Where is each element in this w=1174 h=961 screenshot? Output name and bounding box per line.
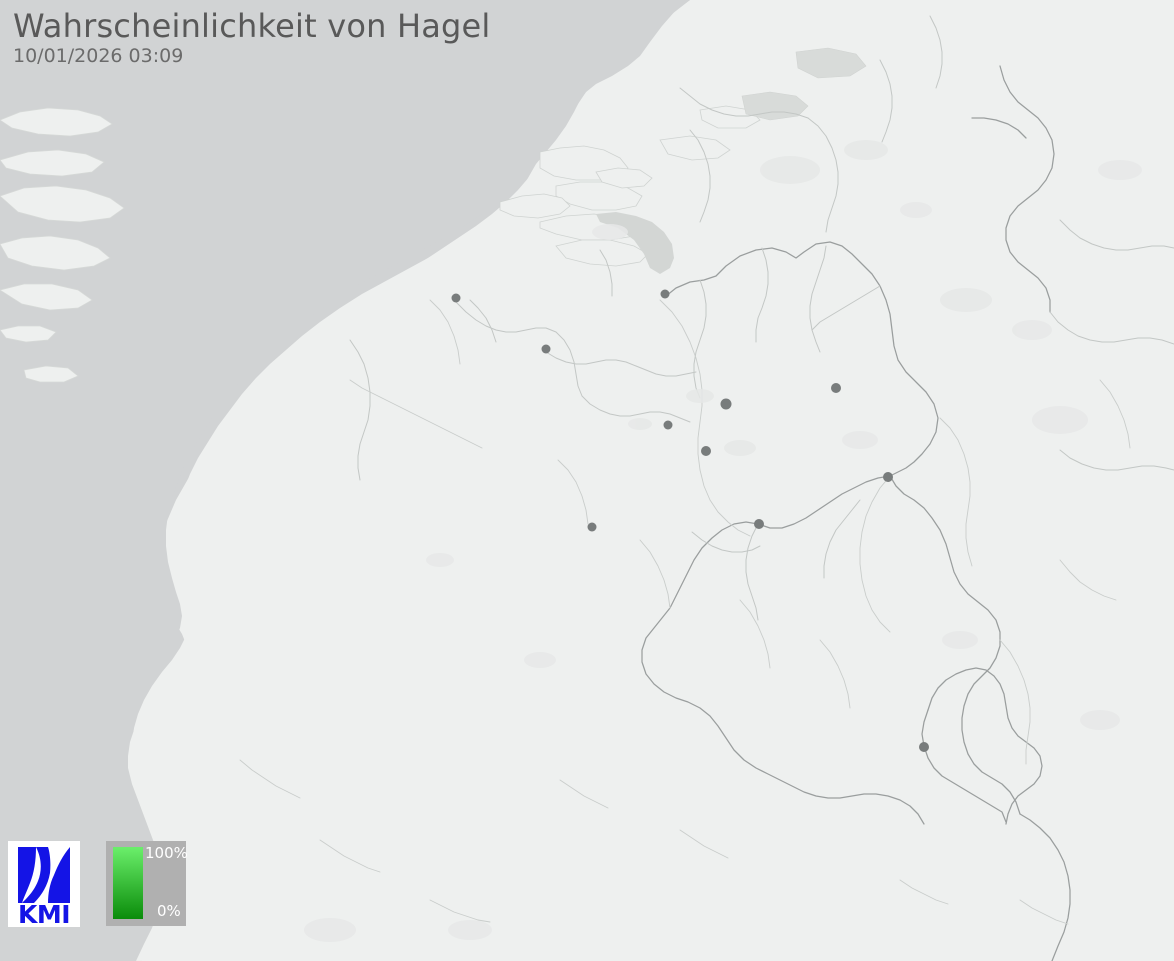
scheldt-estuary: [596, 212, 674, 274]
legend-min-label: 0%: [157, 902, 181, 920]
coast-flanders: [396, 60, 640, 298]
sea-north-sea: [0, 0, 690, 961]
svg-text:KMI: KMI: [18, 900, 70, 927]
land-europe: [132, 0, 1174, 961]
national-borders: [641, 65, 1071, 961]
rivers: [239, 299, 1131, 925]
regional-borders: [349, 15, 1174, 621]
north-sea-islands: [0, 107, 125, 383]
terrain-shading: [304, 140, 1142, 942]
kmi-logo: KMI: [8, 841, 80, 927]
kmi-logo-icon: KMI: [8, 841, 80, 927]
legend-colorbar: [113, 847, 143, 919]
legend-max-label: 100%: [145, 844, 188, 862]
legend: 100% 0%: [106, 841, 188, 926]
